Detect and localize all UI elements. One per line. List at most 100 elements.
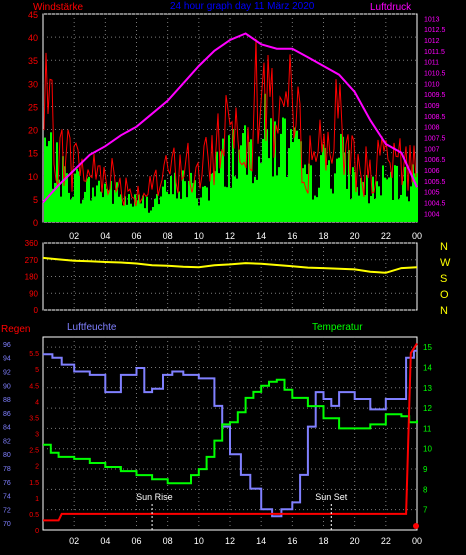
- humidity-line: [43, 349, 417, 518]
- gust-bar: [80, 203, 82, 222]
- x-tick-label: 14: [256, 231, 266, 241]
- gust-bar: [294, 127, 296, 222]
- humidity-tick-label: 82: [3, 438, 11, 445]
- gust-bar: [302, 168, 304, 222]
- gust-bar: [310, 165, 312, 222]
- direction-tick-label: 180: [25, 273, 39, 282]
- header-luftdruck: Luftdruck: [370, 2, 412, 13]
- wind-tick-label: 45: [28, 10, 38, 20]
- wind-tick-label: 35: [28, 56, 38, 66]
- pressure-tick-label: 1006: [424, 168, 440, 175]
- label-regen: Regen: [1, 324, 30, 335]
- gust-bar: [288, 148, 290, 222]
- gust-bar: [392, 199, 394, 222]
- wind-tick-label: 15: [28, 149, 38, 159]
- gust-bar: [208, 200, 210, 222]
- gust-bar: [184, 181, 186, 222]
- gust-bar: [246, 174, 248, 222]
- x-tick-label: 02: [69, 536, 79, 546]
- gust-bar: [68, 192, 70, 222]
- gust-bar: [70, 199, 72, 222]
- rain-tick-label: 4.5: [29, 383, 39, 390]
- temperature-tick-label: 9: [423, 465, 428, 474]
- gust-bar: [150, 210, 152, 222]
- gust-bar: [350, 199, 352, 222]
- gust-bar: [128, 194, 130, 222]
- pressure-tick-label: 1012: [424, 38, 440, 45]
- gust-bar: [414, 173, 416, 222]
- pressure-tick-label: 1011.5: [424, 49, 445, 56]
- gust-bar: [178, 191, 180, 222]
- direction-tick-label: 0: [34, 306, 39, 315]
- gust-bar: [324, 147, 326, 222]
- pressure-tick-label: 1008.5: [424, 114, 446, 121]
- gust-bar: [330, 188, 332, 222]
- gust-bar: [88, 176, 90, 222]
- gust-bar: [290, 129, 292, 222]
- gust-bar: [102, 197, 104, 222]
- gust-bar: [156, 194, 158, 222]
- gust-bar: [212, 172, 214, 222]
- gust-bar: [358, 195, 360, 222]
- x-tick-label: 22: [381, 231, 391, 241]
- gust-bar: [64, 166, 66, 222]
- temperature-tick-label: 7: [423, 506, 428, 515]
- gust-bar: [152, 206, 154, 222]
- x-tick-label: 18: [318, 231, 328, 241]
- panel3-rain-ticks: 0 0.5 1 1.5 2 2.5 3 3.5 4 4.5 5 5.5: [29, 351, 39, 535]
- compass-n-bottom: N: [440, 305, 448, 317]
- gust-bar: [110, 181, 112, 222]
- gust-bar: [48, 141, 50, 222]
- gust-bar: [322, 144, 324, 222]
- x-tick-label: 10: [194, 536, 204, 546]
- gust-bar: [402, 181, 404, 222]
- gust-bar: [396, 165, 398, 222]
- panel1-x-ticks: 02 04 06 08 10 12 14 16 18 20 22 00: [69, 231, 422, 241]
- gust-bar: [398, 199, 400, 222]
- gust-bar: [112, 203, 114, 222]
- rain-tick-label: 4: [35, 399, 39, 406]
- gust-bar: [180, 198, 182, 222]
- gust-bar: [134, 194, 136, 222]
- gust-bar: [72, 196, 74, 222]
- temperature-line: [43, 378, 418, 485]
- gust-bar: [374, 198, 376, 222]
- gust-bar: [140, 203, 142, 222]
- panel3-temperature-ticks: 7 8 9 10 11 12 13 14 15: [423, 343, 432, 515]
- label-temperatur: Temperatur: [312, 322, 363, 333]
- direction-tick-label: 90: [29, 289, 38, 298]
- humidity-tick-label: 88: [3, 397, 11, 404]
- gust-bar: [92, 187, 94, 222]
- gust-bar: [216, 151, 218, 222]
- gust-bar: [162, 186, 164, 222]
- humidity-tick-label: 96: [3, 342, 11, 349]
- humidity-tick-label: 78: [3, 466, 11, 473]
- humidity-tick-label: 72: [3, 507, 11, 514]
- gust-bar: [160, 196, 162, 222]
- gust-bar: [194, 180, 196, 222]
- gust-bar: [168, 194, 170, 222]
- x-tick-label: 08: [163, 536, 173, 546]
- gust-bar: [292, 142, 294, 222]
- gust-bar: [170, 175, 172, 222]
- pressure-tick-label: 1007: [424, 146, 440, 153]
- gust-bar: [74, 173, 76, 222]
- rain-tick-label: 5: [35, 367, 39, 374]
- gust-bar: [234, 176, 236, 222]
- gust-bar: [192, 183, 194, 222]
- gust-bar: [238, 149, 240, 222]
- gust-bar: [356, 187, 358, 222]
- gust-bar: [218, 173, 220, 222]
- pressure-tick-label: 1012.5: [424, 27, 446, 34]
- gust-bar: [158, 204, 160, 222]
- gust-bar: [262, 138, 264, 222]
- gust-bar: [258, 156, 260, 222]
- gust-bar: [60, 196, 62, 222]
- gust-bar: [82, 199, 84, 222]
- pressure-tick-label: 1008: [424, 125, 440, 132]
- gust-bar: [224, 186, 226, 222]
- gust-bar: [334, 173, 336, 222]
- gust-bar: [254, 176, 256, 222]
- gust-bar: [244, 125, 246, 222]
